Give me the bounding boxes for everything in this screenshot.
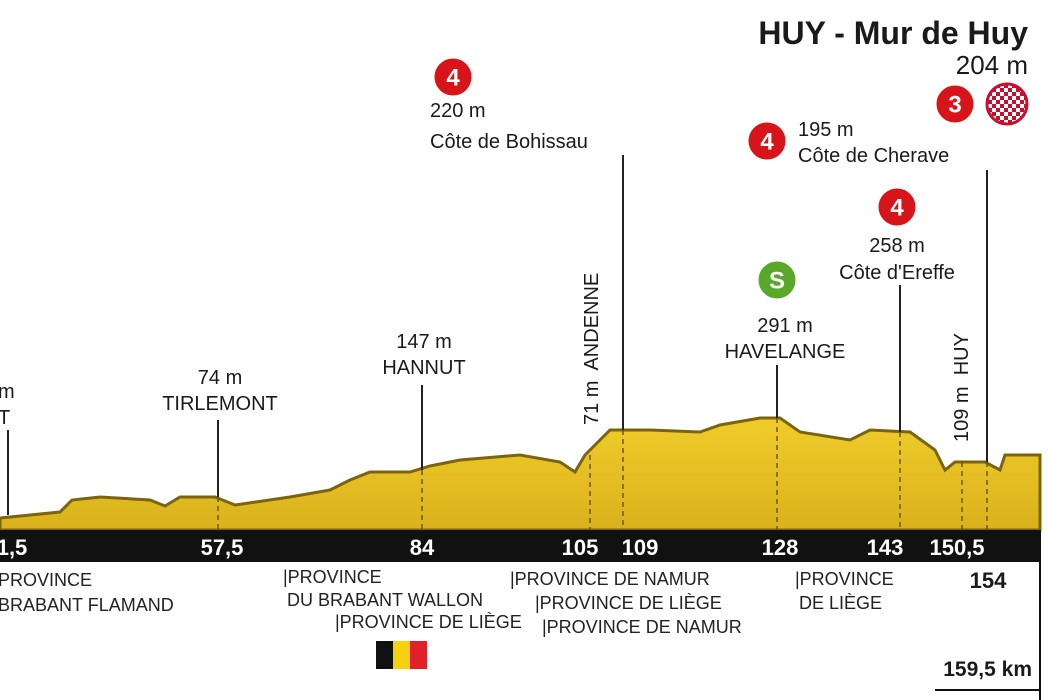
climb-category: 4	[890, 194, 904, 221]
climb-name: Côte de Cherave	[798, 145, 949, 167]
climb-name: Côte de Bohissau	[430, 131, 588, 153]
profile-shape	[0, 416, 1042, 532]
climb-category: 4	[760, 128, 774, 155]
km-marker: 143	[867, 535, 904, 560]
title: HUY - Mur de Huy	[758, 15, 1028, 51]
pins	[7, 155, 988, 515]
town-name: T	[0, 407, 10, 429]
km-below: 154	[970, 568, 1007, 593]
total-distance: 159,5 km	[943, 658, 1032, 681]
province: |PROVINCE DE LIÈGE	[535, 593, 722, 613]
province: BRABANT FLAMAND	[0, 595, 174, 615]
km-band	[0, 530, 1040, 562]
town-altitude: 147 m	[396, 331, 452, 353]
finish-flag	[985, 82, 1029, 126]
km-marker: 105	[562, 535, 599, 560]
town-name: TIRLEMONT	[162, 393, 278, 415]
sprint-name: HAVELANGE	[725, 341, 846, 363]
sprint-letter: S	[769, 267, 785, 294]
finish-badge	[933, 82, 977, 126]
province: |PROVINCE DE LIÈGE	[335, 612, 522, 632]
province: |PROVINCE DE NAMUR	[542, 617, 742, 637]
province: |PROVINCE	[795, 569, 894, 589]
climb-altitude: 220 m	[430, 100, 486, 122]
climb-badge	[875, 185, 919, 229]
climb-badge	[431, 55, 475, 99]
vertical-town: 71 m ANDENNE	[581, 273, 603, 425]
province: DU BRABANT WALLON	[287, 590, 483, 610]
km-marker: 109	[622, 535, 659, 560]
vertical-town: 109 m HUY	[951, 333, 973, 442]
km-marker: 128	[762, 535, 799, 560]
province: |PROVINCE	[283, 567, 382, 587]
town-name: HANNUT	[382, 357, 465, 379]
climb-altitude: 258 m	[869, 235, 925, 257]
province: PROVINCE	[0, 570, 92, 590]
climb-category: 4	[446, 64, 460, 91]
climb-name: Côte d'Ereffe	[839, 262, 955, 284]
km-marker: 84	[410, 535, 435, 560]
km-marker: 1,5	[0, 535, 27, 560]
province: |PROVINCE DE NAMUR	[510, 569, 710, 589]
town-altitude: m	[0, 381, 15, 403]
sprint-badge	[755, 258, 799, 302]
marker-dashes	[217, 418, 988, 530]
km-marker: 57,5	[201, 535, 244, 560]
town-altitude: 74 m	[198, 367, 242, 389]
finish-altitude: 204 m	[956, 50, 1028, 80]
finish-category: 3	[948, 91, 961, 118]
sprint-altitude: 291 m	[757, 315, 813, 337]
climb-altitude: 195 m	[798, 119, 854, 141]
km-marker: 150,5	[929, 535, 984, 560]
belgian-flag	[376, 641, 427, 669]
province: DE LIÈGE	[799, 593, 882, 613]
climb-badge	[745, 119, 789, 163]
